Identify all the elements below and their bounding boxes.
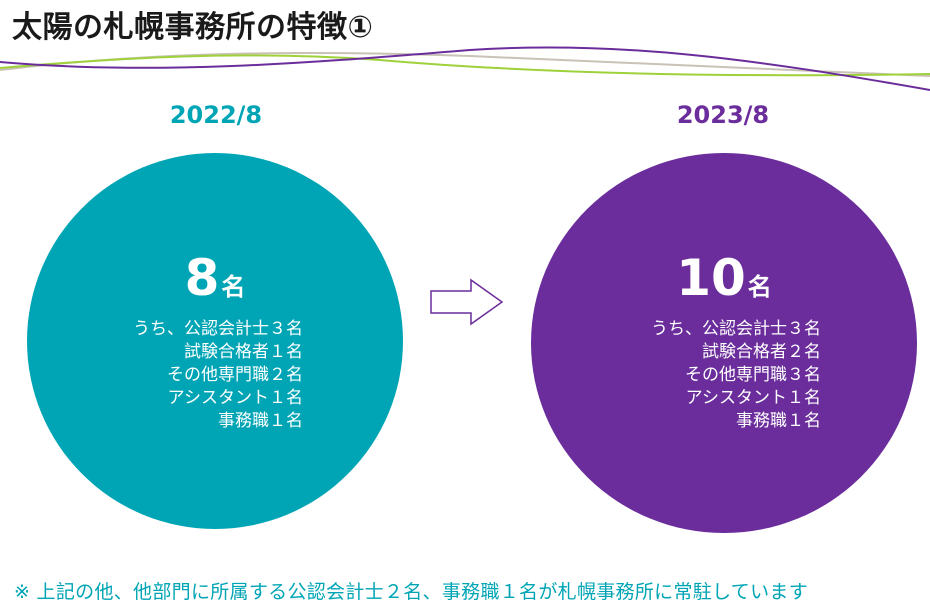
wave-line-purple [0,46,930,91]
staff-circle-2023: 10名 うち、公認会計士３名 試験合格者２名 その他専門職３名 アシスタント１名… [531,153,917,533]
total-staff: 8名 [27,250,403,306]
wave-line-gray [0,51,930,77]
footnote: ※ 上記の他、他部門に所属する公認会計士２名、事務職１名が札幌事務所に常駐してい… [14,581,808,603]
breakdown-line: 試験合格者１名 [184,342,303,362]
total-number: 8 [184,249,220,307]
wave-line-green [0,54,930,77]
decorative-waves [0,46,930,91]
breakdown-line: その他専門職２名 [167,365,303,385]
breakdown-line: その他専門職３名 [685,365,821,385]
breakdown-line: 試験合格者２名 [702,342,821,362]
breakdown-line: アシスタント１名 [167,388,303,408]
total-staff: 10名 [531,250,917,306]
right-arrow-icon [430,278,504,326]
page-title: 太陽の札幌事務所の特徴① [12,10,374,45]
breakdown-line: 事務職１名 [736,411,821,431]
breakdown-line: うち、公認会計士３名 [133,319,303,339]
year-label-2022: 2022/8 [169,101,263,129]
breakdown-line: うち、公認会計士３名 [651,319,821,339]
staff-breakdown: うち、公認会計士３名 試験合格者１名 その他専門職２名 アシスタント１名 事務職… [133,318,303,433]
staff-breakdown: うち、公認会計士３名 試験合格者２名 その他専門職３名 アシスタント１名 事務職… [651,318,821,433]
breakdown-line: 事務職１名 [218,411,303,431]
staff-circle-2022: 8名 うち、公認会計士３名 試験合格者１名 その他専門職２名 アシスタント１名 … [27,153,403,529]
total-number: 10 [676,249,746,307]
year-label-2023: 2023/8 [676,101,770,129]
breakdown-line: アシスタント１名 [685,388,821,408]
total-unit: 名 [221,273,246,301]
total-unit: 名 [747,273,772,301]
